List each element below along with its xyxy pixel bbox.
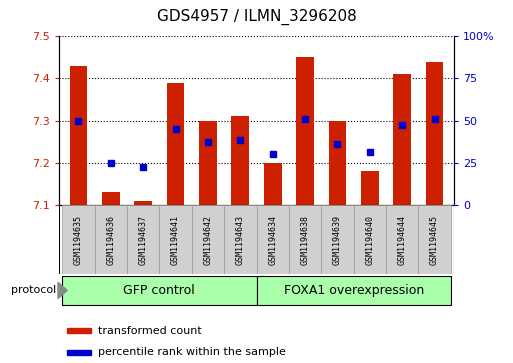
Text: GSM1194640: GSM1194640 [365, 215, 374, 265]
Text: GSM1194634: GSM1194634 [268, 215, 277, 265]
Bar [328, 121, 346, 205]
Text: transformed count: transformed count [98, 326, 202, 336]
Text: protocol: protocol [11, 285, 56, 295]
Bar [102, 192, 120, 205]
Bar [70, 66, 87, 205]
Text: GSM1194637: GSM1194637 [139, 215, 148, 265]
Bar [361, 171, 379, 205]
Bar [134, 201, 152, 205]
FancyBboxPatch shape [160, 205, 192, 274]
FancyBboxPatch shape [62, 205, 94, 274]
Text: GSM1194638: GSM1194638 [301, 215, 309, 265]
FancyBboxPatch shape [256, 276, 451, 305]
FancyBboxPatch shape [386, 205, 419, 274]
Text: GSM1194639: GSM1194639 [333, 215, 342, 265]
Text: GSM1194641: GSM1194641 [171, 215, 180, 265]
FancyBboxPatch shape [192, 205, 224, 274]
FancyBboxPatch shape [353, 205, 386, 274]
FancyBboxPatch shape [256, 205, 289, 274]
FancyBboxPatch shape [127, 205, 160, 274]
Bar [67, 350, 91, 355]
Bar [264, 163, 282, 205]
FancyBboxPatch shape [59, 205, 454, 274]
FancyBboxPatch shape [62, 276, 256, 305]
FancyBboxPatch shape [94, 205, 127, 274]
Bar [67, 328, 91, 333]
Text: GSM1194635: GSM1194635 [74, 215, 83, 265]
Text: GSM1194645: GSM1194645 [430, 215, 439, 265]
Polygon shape [58, 282, 67, 298]
Text: GDS4957 / ILMN_3296208: GDS4957 / ILMN_3296208 [156, 9, 357, 25]
FancyBboxPatch shape [419, 205, 451, 274]
Text: percentile rank within the sample: percentile rank within the sample [98, 347, 286, 357]
FancyBboxPatch shape [321, 205, 353, 274]
Text: GFP control: GFP control [124, 284, 195, 297]
Bar [231, 117, 249, 205]
Bar [296, 57, 314, 205]
FancyBboxPatch shape [289, 205, 321, 274]
Text: GSM1194636: GSM1194636 [106, 215, 115, 265]
Bar [167, 83, 185, 205]
Bar [393, 74, 411, 205]
Text: GSM1194644: GSM1194644 [398, 215, 407, 265]
Bar [426, 62, 443, 205]
Bar [199, 121, 217, 205]
Text: GSM1194642: GSM1194642 [204, 215, 212, 265]
Text: FOXA1 overexpression: FOXA1 overexpression [284, 284, 424, 297]
FancyBboxPatch shape [224, 205, 256, 274]
Text: GSM1194643: GSM1194643 [236, 215, 245, 265]
